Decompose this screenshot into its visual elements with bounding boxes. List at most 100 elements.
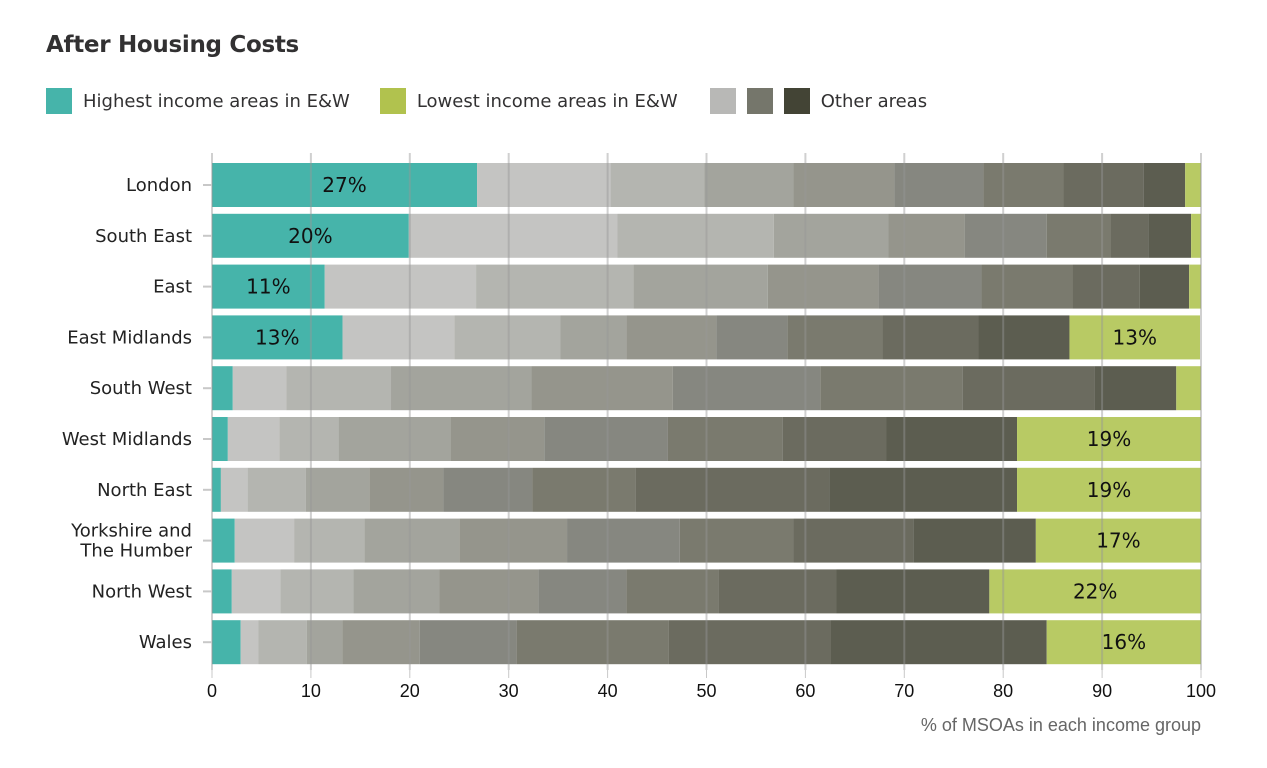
bar-segment[interactable] [1139, 264, 1190, 309]
bar-segment[interactable] [212, 620, 241, 665]
bar-segment[interactable] [1017, 417, 1201, 461]
bar-segment[interactable] [767, 264, 879, 309]
bar-segment[interactable] [672, 366, 821, 411]
bar-segment[interactable] [679, 518, 794, 563]
bar-segment[interactable] [626, 569, 719, 614]
bar-segment[interactable] [1072, 264, 1140, 309]
bar-segment[interactable] [408, 213, 618, 258]
bar-segment[interactable] [212, 213, 409, 258]
bar-segment[interactable] [1094, 366, 1177, 411]
bar-segment[interactable] [962, 366, 1095, 411]
bar-segment[interactable] [294, 518, 365, 563]
bar-segment[interactable] [894, 163, 984, 207]
bar-segment[interactable] [978, 315, 1070, 360]
bar-segment[interactable] [793, 163, 895, 207]
bar-segment[interactable] [913, 518, 1036, 563]
bar-segment[interactable] [544, 417, 668, 461]
bar-segment[interactable] [560, 315, 627, 360]
bar-segment[interactable] [419, 620, 517, 665]
bar-segment[interactable] [830, 620, 1047, 665]
bar-segment[interactable] [234, 518, 295, 563]
bar-segment[interactable] [279, 417, 339, 461]
bar-segment[interactable] [240, 620, 259, 665]
bar-segment[interactable] [635, 467, 830, 512]
bar-segment[interactable] [450, 417, 545, 461]
bar-segment[interactable] [477, 163, 611, 207]
bar-segment[interactable] [338, 417, 451, 461]
bar-segment[interactable] [617, 213, 774, 258]
bar-segment[interactable] [305, 467, 370, 512]
bar-segment[interactable] [829, 467, 1018, 512]
bar-segment[interactable] [369, 467, 444, 512]
bar-segment[interactable] [1017, 467, 1201, 512]
bar-segment[interactable] [610, 163, 705, 207]
bar-segment[interactable] [1191, 213, 1201, 258]
bar-segment[interactable] [516, 620, 669, 665]
bar-segment[interactable] [212, 264, 325, 309]
bar-segment[interactable] [364, 518, 460, 563]
bar-segment[interactable] [787, 315, 883, 360]
bar-segment[interactable] [793, 518, 914, 563]
bar-segment[interactable] [667, 417, 783, 461]
bar-segment[interactable] [633, 264, 768, 309]
legend-item-lowest[interactable]: Lowest income areas in E&W [379, 88, 678, 114]
bar-segment[interactable] [353, 569, 440, 614]
bar-segment[interactable] [626, 315, 717, 360]
bar-segment[interactable] [983, 163, 1064, 207]
bar-segment[interactable] [1063, 163, 1144, 207]
bar-segment[interactable] [247, 467, 306, 512]
bar-segment[interactable] [1176, 366, 1201, 411]
bar-segment[interactable] [718, 569, 837, 614]
legend-item-highest[interactable]: Highest income areas in E&W [46, 88, 350, 114]
bar-segment[interactable] [888, 213, 965, 258]
bar-segment[interactable] [878, 264, 982, 309]
bar-segment[interactable] [443, 467, 533, 512]
legend-item-other[interactable]: Other areas [709, 88, 927, 114]
bar-segment[interactable] [227, 417, 280, 461]
bar-segment[interactable] [459, 518, 568, 563]
bar-segment[interactable] [820, 366, 963, 411]
bar-segment[interactable] [342, 620, 420, 665]
bar-segment[interactable] [773, 213, 889, 258]
bar-segment[interactable] [989, 569, 1201, 614]
bar-segment[interactable] [212, 569, 232, 614]
bar-segment[interactable] [324, 264, 477, 309]
bar-segment[interactable] [782, 417, 887, 461]
bar-segment[interactable] [220, 467, 248, 512]
bar-segment[interactable] [212, 163, 478, 207]
bar-segment[interactable] [1111, 213, 1149, 258]
bar-segment[interactable] [886, 417, 1018, 461]
bar-segment[interactable] [531, 366, 673, 411]
bar-segment[interactable] [964, 213, 1047, 258]
bar-segment[interactable] [532, 467, 636, 512]
bar-segment[interactable] [439, 569, 539, 614]
bar-segment[interactable] [231, 569, 281, 614]
bar-segment[interactable] [454, 315, 561, 360]
bar-segment[interactable] [232, 366, 287, 411]
bar-segment[interactable] [668, 620, 831, 665]
bar-segment[interactable] [1148, 213, 1192, 258]
bar-segment[interactable] [1046, 213, 1112, 258]
bar-segment[interactable] [567, 518, 680, 563]
bar-segment[interactable] [1069, 315, 1201, 360]
bar-segment[interactable] [1035, 518, 1201, 563]
bar-segment[interactable] [212, 518, 235, 563]
bar-segment[interactable] [212, 366, 233, 411]
bar-segment[interactable] [306, 620, 343, 665]
bar-segment[interactable] [476, 264, 634, 309]
bar-segment[interactable] [342, 315, 455, 360]
bar-segment[interactable] [882, 315, 979, 360]
bar-segment[interactable] [258, 620, 307, 665]
bar-segment[interactable] [1143, 163, 1186, 207]
bar-segment[interactable] [981, 264, 1073, 309]
bar-segment[interactable] [1189, 264, 1201, 309]
bar-segment[interactable] [391, 366, 532, 411]
bar-segment[interactable] [1046, 620, 1201, 665]
bar-segment[interactable] [1185, 163, 1201, 207]
bar-segment[interactable] [212, 417, 228, 461]
bar-segment[interactable] [280, 569, 354, 614]
bar-segment[interactable] [286, 366, 392, 411]
bar-segment[interactable] [716, 315, 788, 360]
bar-segment[interactable] [212, 467, 221, 512]
bar-segment[interactable] [212, 315, 343, 360]
